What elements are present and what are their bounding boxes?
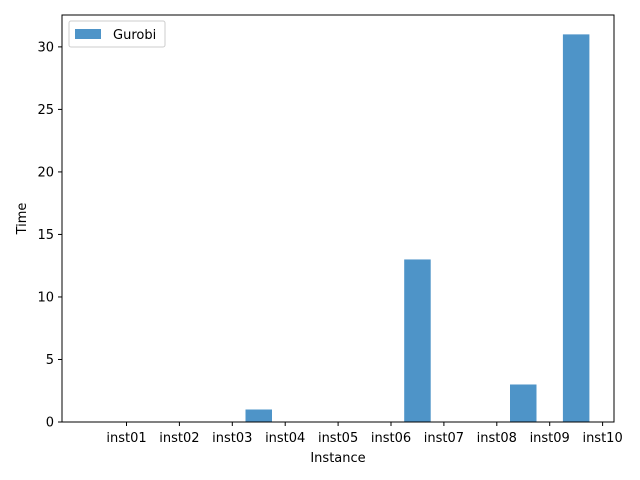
plot-frame (61, 14, 615, 423)
bar-inst10 (562, 34, 590, 422)
x-tick-label-inst06: inst06 (371, 431, 411, 446)
legend-label: Gurobi (113, 28, 156, 43)
bars-group (245, 34, 590, 422)
legend-swatch (75, 29, 101, 39)
y-tick-label-30: 30 (37, 40, 54, 55)
x-tick-label-inst03: inst03 (212, 431, 252, 446)
y-tick-label-10: 10 (37, 290, 54, 305)
plot-area (62, 15, 614, 422)
x-axis-ticks: inst01 inst02 inst03 inst04 inst05 inst06 inst… (106, 422, 623, 446)
x-tick-label-inst10: inst10 (582, 431, 622, 446)
x-tick-label-inst01: inst01 (106, 431, 146, 446)
y-tick-label-25: 25 (37, 103, 54, 118)
x-tick-label-inst02: inst02 (159, 431, 199, 446)
x-tick-label-inst05: inst05 (318, 431, 358, 446)
y-axis-ticks: 0 5 10 15 20 25 30 (37, 40, 62, 431)
x-tick-label-inst04: inst04 (265, 431, 305, 446)
bar-inst04 (245, 409, 272, 422)
legend-box (68, 20, 166, 48)
bar-inst07 (404, 259, 431, 422)
y-tick-label-0: 0 (46, 416, 54, 431)
x-tick-label-inst07: inst07 (424, 431, 464, 446)
x-tick-label-inst08: inst08 (477, 431, 517, 446)
y-tick-label-20: 20 (37, 165, 54, 180)
y-tick-label-15: 15 (37, 228, 54, 243)
y-tick-label-5: 5 (46, 353, 54, 368)
bar-inst09 (510, 384, 537, 422)
x-tick-label-inst09: inst09 (530, 431, 570, 446)
y-axis-label: Time (15, 203, 30, 236)
legend: Gurobi (68, 20, 166, 48)
x-axis-label: Instance (310, 451, 365, 466)
